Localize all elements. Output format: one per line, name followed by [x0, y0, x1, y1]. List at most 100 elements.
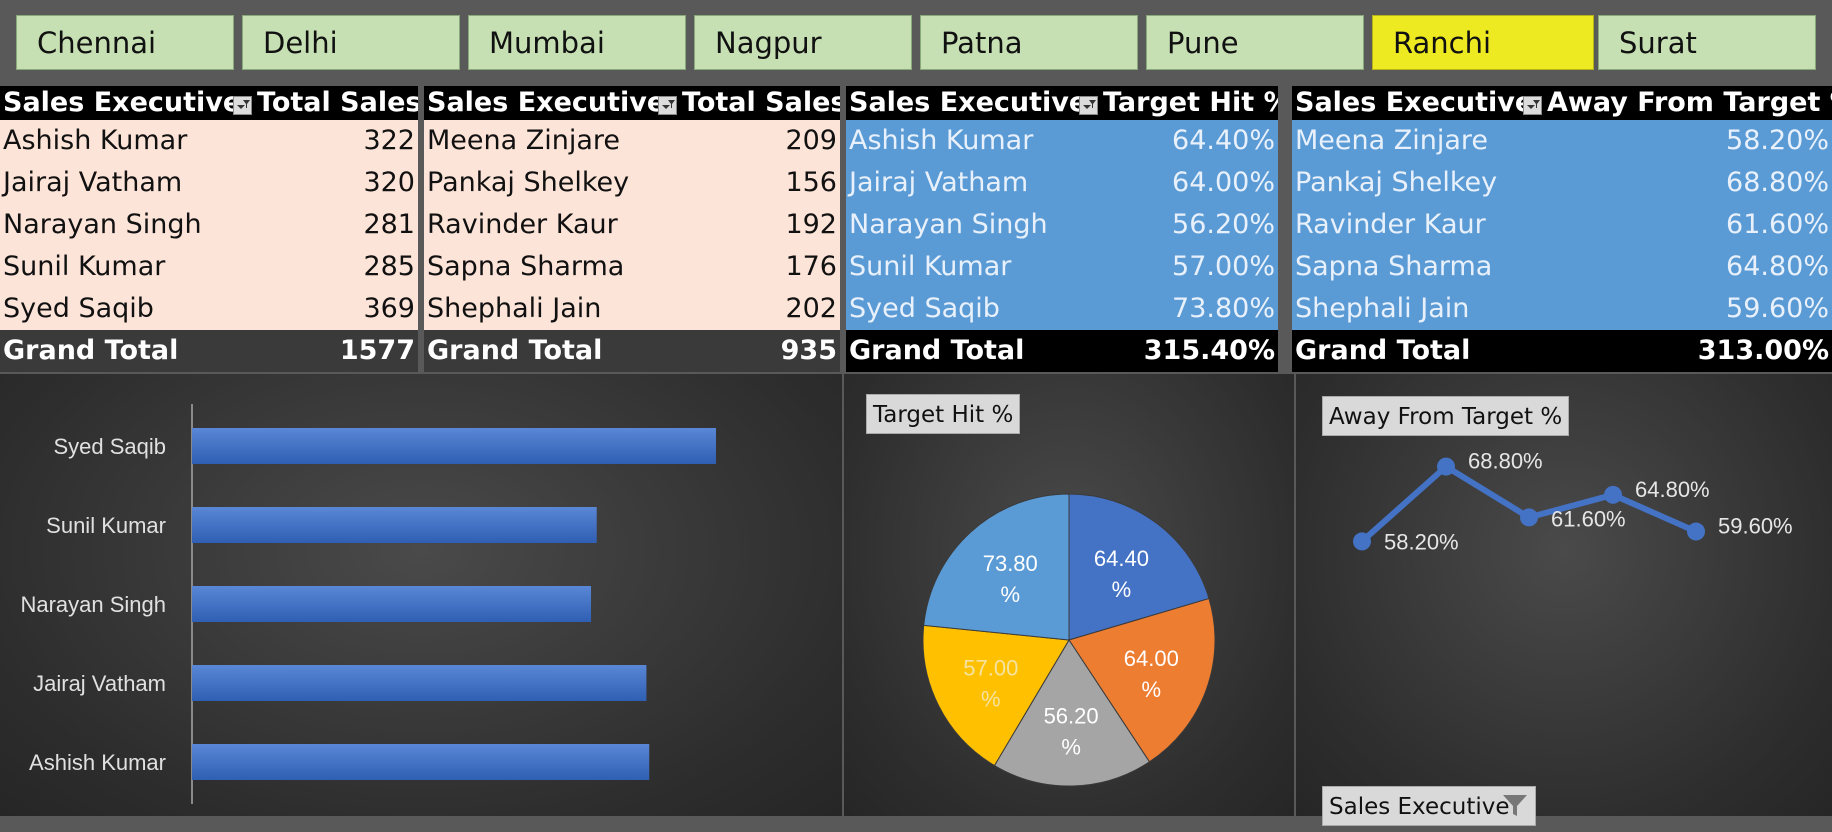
- pivot-row[interactable]: Meena Zinjare 209: [424, 120, 840, 162]
- grand-total-label: Grand Total: [1295, 335, 1471, 366]
- slicer-button-patna[interactable]: Patna: [920, 15, 1138, 70]
- pie-slice-label-unit: %: [1142, 677, 1162, 702]
- pivot-header-executive: Sales Executive: [1295, 87, 1534, 118]
- line-point[interactable]: [1437, 457, 1455, 476]
- grand-total-value: 935: [780, 335, 837, 366]
- pivot-row-name: Sunil Kumar: [3, 251, 166, 282]
- bar[interactable]: [192, 428, 716, 464]
- sales-executive-field-button[interactable]: Sales Executive: [1322, 786, 1536, 826]
- pie-chart-title[interactable]: Target Hit %: [866, 394, 1021, 434]
- pie-slice-label: 56.20: [1044, 704, 1099, 729]
- pivot-row-value: 59.60%: [1726, 293, 1829, 324]
- pivot-row[interactable]: Syed Saqib 73.80%: [846, 288, 1278, 330]
- pivot-row[interactable]: Ravinder Kaur 192: [424, 204, 840, 246]
- pivot-row-name: Meena Zinjare: [427, 125, 621, 156]
- pivot-row[interactable]: Pankaj Shelkey 68.80%: [1292, 162, 1832, 204]
- line-point-label: 59.60%: [1718, 514, 1793, 539]
- slicer-button-ranchi[interactable]: Ranchi: [1372, 15, 1594, 70]
- slicer-button-delhi[interactable]: Delhi: [242, 15, 460, 70]
- pivot-row-name: Shephali Jain: [1295, 293, 1470, 324]
- grand-total-label: Grand Total: [3, 335, 179, 366]
- line-point[interactable]: [1687, 522, 1705, 541]
- pivot-header-executive: Sales Executive: [427, 87, 666, 118]
- pivot-row-value: 73.80%: [1172, 293, 1275, 324]
- filter-dropdown-icon[interactable]: [233, 96, 252, 115]
- pie-slice-label-unit: %: [981, 686, 1001, 711]
- pivot-total-sales-1: Sales Executive Total Sales Ashish Kumar 32…: [0, 86, 418, 374]
- pivot-row-name: Ravinder Kaur: [1295, 209, 1486, 240]
- pivot-row[interactable]: Ashish Kumar 64.40%: [846, 120, 1278, 162]
- slicer-button-nagpur[interactable]: Nagpur: [694, 15, 912, 70]
- pie-slice-label-unit: %: [1000, 582, 1020, 607]
- pivot-row[interactable]: Jairaj Vatham 320: [0, 162, 418, 204]
- filter-dropdown-icon[interactable]: [1079, 96, 1098, 115]
- pivot-row-value: 64.80%: [1726, 251, 1829, 282]
- pivot-row[interactable]: Meena Zinjare 58.20%: [1292, 120, 1832, 162]
- pivot-row[interactable]: Pankaj Shelkey 156: [424, 162, 840, 204]
- pie-slice[interactable]: [993, 639, 1151, 787]
- line-point[interactable]: [1604, 485, 1622, 504]
- bar[interactable]: [192, 586, 592, 622]
- line-point[interactable]: [1520, 508, 1538, 527]
- pivot-row[interactable]: Shephali Jain 202: [424, 288, 840, 330]
- pivot-row[interactable]: Sunil Kumar 57.00%: [846, 246, 1278, 288]
- pivot-row-value: 285: [363, 251, 415, 282]
- line-point-label: 61.60%: [1551, 506, 1626, 531]
- pivot-target-hit: Sales Executive Target Hit % Ashish Kumar 6…: [846, 86, 1278, 374]
- line-point-label: 64.80%: [1635, 477, 1710, 502]
- pivot-row-value: 64.40%: [1172, 125, 1275, 156]
- pivot-row[interactable]: Sapna Sharma 176: [424, 246, 840, 288]
- pivot-row-name: Ravinder Kaur: [427, 209, 618, 240]
- pivot-row-value: 281: [363, 209, 415, 240]
- pie-slice[interactable]: [1068, 493, 1210, 641]
- pivot-header-row: Sales Executive Total Sales: [424, 86, 840, 120]
- bar[interactable]: [192, 507, 597, 543]
- pivot-row-value: 209: [785, 125, 837, 156]
- line-chart-title[interactable]: Away From Target %: [1322, 396, 1570, 436]
- pivot-row-name: Syed Saqib: [849, 293, 1000, 324]
- pie-slice[interactable]: [1068, 597, 1216, 763]
- pivot-header-row: Sales Executive Total Sales: [0, 86, 418, 120]
- pivot-row[interactable]: Narayan Singh 281: [0, 204, 418, 246]
- bar[interactable]: [192, 744, 650, 780]
- pivot-row-name: Sapna Sharma: [427, 251, 625, 282]
- bar-chart-panel: Ashish Kumar Jairaj Vatham Narayan Singh Su…: [0, 374, 842, 816]
- pivot-row-value: 156: [785, 167, 837, 198]
- pivot-row-value: 176: [785, 251, 837, 282]
- pivot-away-from-target: Sales Executive Away From Target % Meena Z…: [1292, 86, 1832, 374]
- grand-total-value: 315.40%: [1143, 335, 1275, 366]
- line-point-label: 68.80%: [1468, 449, 1543, 474]
- bar-chart: Ashish Kumar Jairaj Vatham Narayan Singh Su…: [20, 404, 716, 804]
- slicer-button-chennai[interactable]: Chennai: [16, 15, 234, 70]
- pivot-grand-total-row: Grand Total 1577: [0, 330, 418, 372]
- grand-total-label: Grand Total: [427, 335, 603, 366]
- pivot-row[interactable]: Narayan Singh 56.20%: [846, 204, 1278, 246]
- pivot-row[interactable]: Ravinder Kaur 61.60%: [1292, 204, 1832, 246]
- pie-chart: 64.40% 64.00% 56.20% 57.00% 73.80%: [922, 493, 1216, 787]
- pivot-row-name: Shephali Jain: [427, 293, 602, 324]
- filter-dropdown-icon[interactable]: [1523, 96, 1542, 115]
- pivot-row-value: 64.00%: [1172, 167, 1275, 198]
- bar[interactable]: [192, 665, 647, 701]
- filter-dropdown-icon[interactable]: [658, 96, 677, 115]
- grand-total-value: 1577: [339, 335, 415, 366]
- pivot-header-value: Target Hit %: [1103, 87, 1278, 118]
- pivot-row[interactable]: Syed Saqib 369: [0, 288, 418, 330]
- pivot-row-value: 68.80%: [1726, 167, 1829, 198]
- pivot-row[interactable]: Sapna Sharma 64.80%: [1292, 246, 1832, 288]
- pivot-row[interactable]: Sunil Kumar 285: [0, 246, 418, 288]
- pivot-row[interactable]: Jairaj Vatham 64.00%: [846, 162, 1278, 204]
- slicer-button-mumbai[interactable]: Mumbai: [468, 15, 686, 70]
- pivot-row-value: 202: [785, 293, 837, 324]
- pivot-header-row: Sales Executive Target Hit %: [846, 86, 1278, 120]
- pivot-row[interactable]: Shephali Jain 59.60%: [1292, 288, 1832, 330]
- bar-category-label: Narayan Singh: [20, 592, 166, 617]
- slicer-button-pune[interactable]: Pune: [1146, 15, 1364, 70]
- line-point[interactable]: [1353, 532, 1371, 551]
- pie-slice-label-unit: %: [1112, 577, 1132, 602]
- pie-slice[interactable]: [922, 624, 1070, 767]
- pivot-row-value: 192: [785, 209, 837, 240]
- pie-slice[interactable]: [923, 493, 1070, 641]
- pivot-row[interactable]: Ashish Kumar 322: [0, 120, 418, 162]
- slicer-button-surat[interactable]: Surat: [1598, 15, 1816, 70]
